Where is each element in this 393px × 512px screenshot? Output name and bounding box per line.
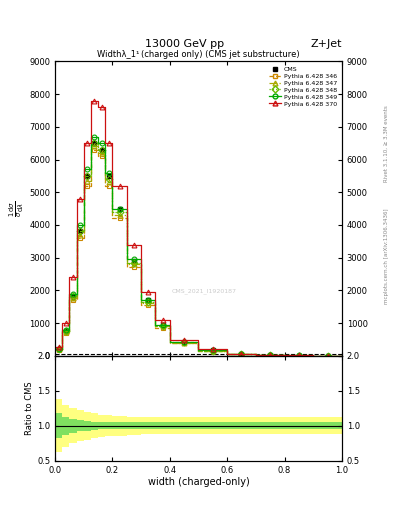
Y-axis label: Ratio to CMS: Ratio to CMS bbox=[25, 381, 34, 435]
X-axis label: width (charged-only): width (charged-only) bbox=[148, 477, 249, 487]
Text: CMS_2021_I1920187: CMS_2021_I1920187 bbox=[172, 288, 237, 294]
Title: Widthλ_1¹ (charged only) (CMS jet substructure): Widthλ_1¹ (charged only) (CMS jet substr… bbox=[97, 50, 300, 59]
Y-axis label: $\frac{1}{\sigma}\frac{\mathrm{d}\sigma}{\mathrm{d}\lambda}$: $\frac{1}{\sigma}\frac{\mathrm{d}\sigma}… bbox=[8, 200, 26, 217]
Legend: CMS, Pythia 6.428 346, Pythia 6.428 347, Pythia 6.428 348, Pythia 6.428 349, Pyt: CMS, Pythia 6.428 346, Pythia 6.428 347,… bbox=[267, 65, 339, 109]
Text: 13000 GeV pp: 13000 GeV pp bbox=[145, 38, 224, 49]
Text: mcplots.cern.ch [arXiv:1306.3436]: mcplots.cern.ch [arXiv:1306.3436] bbox=[384, 208, 389, 304]
Text: Rivet 3.1.10, ≥ 3.3M events: Rivet 3.1.10, ≥ 3.3M events bbox=[384, 105, 389, 182]
Text: Z+Jet: Z+Jet bbox=[310, 38, 342, 49]
